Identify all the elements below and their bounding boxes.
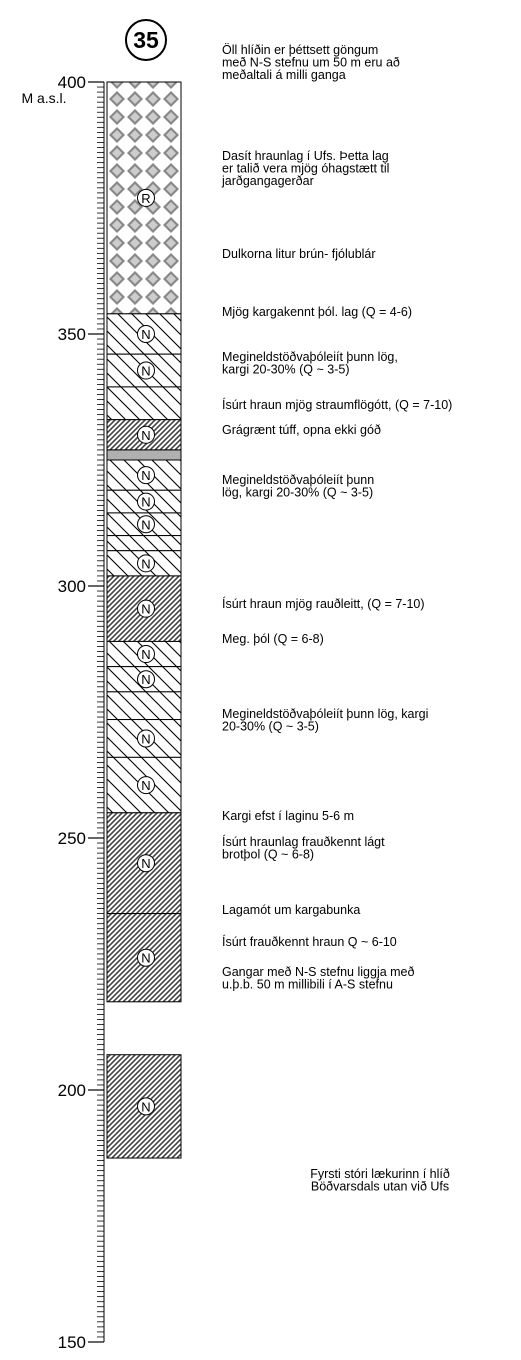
- annotation: u.þ.b. 50 m millibili í A-S stefnu: [222, 978, 393, 992]
- symbol-circle: [137, 729, 155, 748]
- annotation: Gangar með N-S stefnu liggja með: [222, 965, 415, 979]
- annotation: 20-30% (Q ~ 3-5): [222, 720, 319, 734]
- layer: [106, 691, 182, 721]
- layer: [106, 449, 182, 461]
- tick-label: 400: [58, 73, 86, 92]
- annotation: kargi 20-30% (Q ~ 3-5): [222, 363, 349, 377]
- tick-label: 200: [58, 1081, 86, 1100]
- layer-symbol: N: [141, 856, 150, 871]
- annotation: Megineldstöðvaþóleiít þunn lög,: [222, 350, 398, 364]
- symbol-circle: [137, 948, 155, 967]
- tick-label: 300: [58, 577, 86, 596]
- layer-symbol: N: [141, 731, 150, 746]
- annotation: Megineldstöðvaþóleiít þunn: [222, 473, 374, 487]
- symbol-circle: [137, 1097, 155, 1116]
- annotation: Dulkorna litur brún- fjólublár: [222, 247, 376, 261]
- annotation: Mjög kargakennt þól. lag (Q = 4-6): [222, 305, 412, 319]
- annotation: meðaltali á milli ganga: [222, 68, 346, 82]
- layer-symbol: N: [141, 778, 150, 793]
- annotation: lög, kargi 20-30% (Q ~ 3-5): [222, 486, 373, 500]
- symbol-circle: [137, 492, 155, 511]
- layer-symbol: N: [141, 556, 150, 571]
- symbol-circle: [137, 776, 155, 795]
- axis-label: M a.s.l.: [21, 90, 66, 106]
- annotation: Öll hlíðin er þéttsett göngum: [222, 43, 378, 57]
- symbol-circle: [137, 466, 155, 485]
- layer-symbol: N: [141, 672, 150, 687]
- tick-label: 350: [58, 325, 86, 344]
- annotation: Meg. þól (Q = 6-8): [222, 632, 324, 646]
- annotation: Ísúrt frauðkennt hraun Q ~ 6-10: [222, 934, 397, 949]
- layer-symbol: N: [141, 602, 150, 617]
- layer-symbol: N: [141, 951, 150, 966]
- layer-symbol: N: [141, 428, 150, 443]
- annotation: Dasít hraunlag í Ufs. Þetta lag: [222, 149, 389, 163]
- annotation: Lagamót um kargabunka: [222, 903, 360, 917]
- layer-symbol: N: [141, 327, 150, 342]
- layer-symbol: N: [141, 495, 150, 510]
- badge: [125, 19, 167, 61]
- tick-label: 150: [58, 1333, 86, 1352]
- annotation: brotþol (Q ~ 6-8): [222, 848, 314, 862]
- symbol-circle: [137, 854, 155, 873]
- layer-symbol: N: [141, 364, 150, 379]
- symbol-circle: [137, 670, 155, 689]
- symbol-circle: [137, 425, 155, 444]
- layer-symbol: N: [141, 468, 150, 483]
- annotation: Ísúrt hraun mjög rauðleitt, (Q = 7-10): [222, 596, 425, 611]
- annotation: með N-S stefnu um 50 m eru að: [222, 56, 400, 70]
- annotation: Böðvarsdals utan við Ufs: [311, 1180, 449, 1194]
- column-number: 35: [133, 27, 159, 53]
- layer-symbol: N: [141, 1099, 150, 1114]
- annotation: jarðgangagerðar: [221, 174, 314, 188]
- symbol-circle: [137, 515, 155, 534]
- annotation: Ísúrt hraun mjög straumflögótt, (Q = 7-1…: [222, 397, 452, 412]
- annotation: Fyrsti stóri lækurinn í hlíð: [310, 1167, 450, 1181]
- annotation: Kargi efst í laginu 5-6 m: [222, 809, 354, 823]
- annotation: Grágrænt túff, opna ekki góð: [222, 423, 381, 437]
- tick-label: 250: [58, 829, 86, 848]
- annotation: er talið vera mjög óhagstætt til: [222, 162, 389, 176]
- symbol-circle: [137, 325, 155, 343]
- layer-symbol: N: [141, 647, 150, 662]
- annotation: Megineldstöðvaþóleiít þunn lög, kargi: [222, 707, 428, 721]
- layer: [106, 386, 182, 421]
- layer-symbol: N: [141, 517, 150, 532]
- layer: [106, 535, 182, 552]
- symbol-circle: [137, 188, 155, 207]
- symbol-circle: [137, 361, 155, 380]
- annotation: Ísúrt hraunlag frauðkennt lágt: [222, 834, 385, 849]
- layer-symbol: R: [141, 191, 150, 206]
- symbol-circle: [137, 645, 155, 664]
- symbol-circle: [137, 554, 155, 573]
- symbol-circle: [137, 599, 155, 618]
